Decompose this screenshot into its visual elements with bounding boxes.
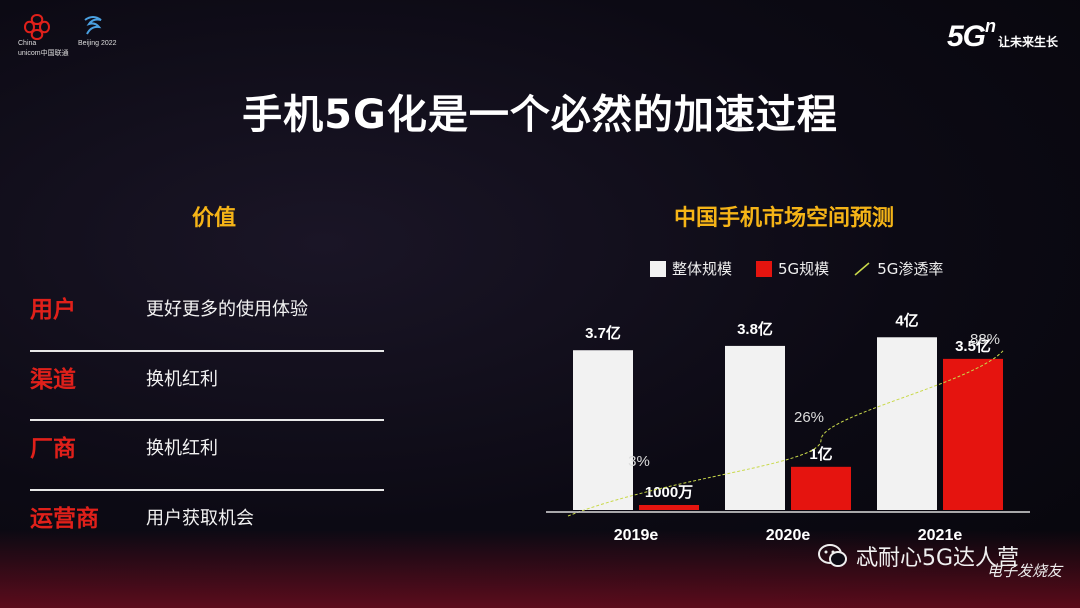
china-unicom-logo: China unicom中国联通 Beijing 2022 (18, 10, 118, 64)
bar-5g (791, 466, 851, 510)
legend-swatch-red (756, 260, 773, 277)
bar-5g-label: 1000万 (645, 484, 693, 501)
corner-watermark: 电子发烧友 (986, 562, 1062, 580)
row-label: 运营商 (30, 505, 99, 532)
page-title: 手机5G化是一个必然的加速过程 (242, 92, 838, 138)
bar-total-label: 3.7亿 (585, 324, 621, 342)
chart-heading: 中国手机市场空间预测 (674, 206, 895, 231)
row-text: 用户获取机会 (146, 507, 254, 529)
legend-swatch-white (650, 260, 666, 277)
logo-line1: China (18, 40, 37, 47)
bar-5g (639, 505, 699, 510)
brand-5gn: 5G n 让未来生长 (946, 16, 1058, 54)
value-row-vendor: 厂商 换机红利 (30, 421, 384, 491)
wechat-icon (818, 544, 847, 567)
row-text: 更好更多的使用体验 (146, 299, 308, 320)
bar-total (877, 337, 937, 510)
rate-label: 88% (970, 331, 1000, 348)
legend-item-5g: 5G规模 (756, 258, 829, 279)
legend-item-total: 整体规模 (650, 258, 732, 279)
chart-legend: 整体规模 5G规模 5G渗透率 (650, 258, 967, 279)
wechat-watermark: 忒耐心5G达人营 (818, 540, 1019, 572)
x-tick-label: 2021e (918, 527, 963, 540)
legend-label: 5G规模 (778, 260, 830, 278)
bar-5g-label: 1亿 (809, 445, 832, 463)
bar-5g-label: 3.5亿 (955, 337, 991, 355)
unicom-knot-icon (23, 13, 51, 41)
rate-label: 26% (794, 409, 824, 426)
row-text: 换机红利 (146, 368, 218, 390)
bar-total (725, 345, 785, 510)
rate-label: 3% (628, 453, 650, 470)
legend-line-icon (854, 261, 870, 276)
row-label: 渠道 (30, 366, 76, 393)
legend-label: 整体规模 (672, 260, 733, 278)
legend-label: 5G渗透率 (877, 260, 944, 278)
row-text: 换机红利 (146, 438, 218, 459)
bar-total (573, 350, 633, 510)
x-tick-label: 2019e (614, 527, 659, 540)
brand-main: 5G (946, 20, 986, 53)
brand-slogan: 让未来生长 (997, 35, 1058, 49)
bar-5g (943, 358, 1003, 510)
value-row-user: 用户 更好更多的使用体验 (30, 282, 384, 352)
row-label: 用户 (30, 297, 76, 323)
bar-total-label: 3.8亿 (737, 320, 773, 338)
logo-beijing: Beijing 2022 (78, 40, 117, 47)
watermark-text: 忒耐心5G达人营 (856, 546, 1020, 571)
logo-line2: unicom中国联通 (18, 50, 69, 57)
beijing-2022-emblem-icon (84, 16, 102, 35)
value-row-channel: 渠道 换机红利 (30, 352, 384, 421)
bar-total-label: 4亿 (895, 311, 918, 329)
penetration-line (567, 350, 1004, 517)
legend-item-rate: 5G渗透率 (853, 258, 943, 279)
value-heading: 价值 (192, 206, 237, 231)
market-forecast-chart: 3.7亿 1000万 2019e 3.8亿 1亿 2020e 4亿 3.5亿 2021e 3% 26… (546, 311, 1030, 540)
brand-superscript: n (984, 16, 996, 36)
value-row-operator: 运营商 用户获取机会 (30, 491, 384, 559)
row-label: 厂商 (30, 436, 76, 462)
x-tick-label: 2020e (766, 527, 811, 540)
value-list: 用户 更好更多的使用体验 渠道 换机红利 厂商 换机红利 运营商 用户获取机会 (30, 282, 384, 558)
